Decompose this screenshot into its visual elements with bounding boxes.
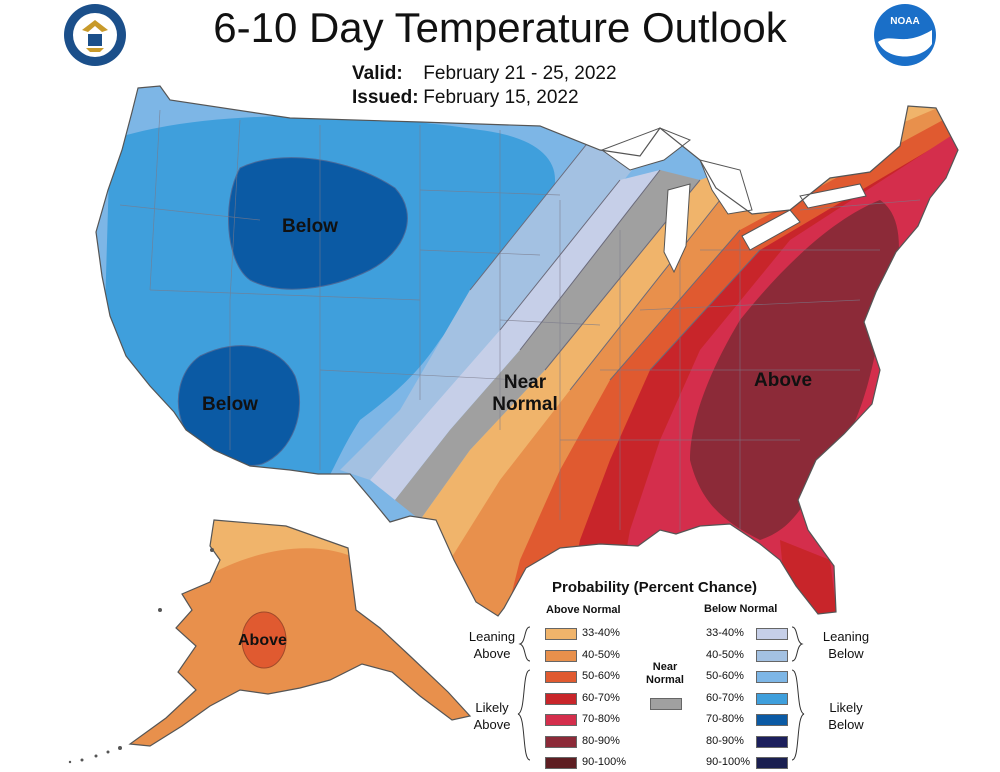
- near-legend-line1: Near: [652, 661, 678, 673]
- legend-near-swatch: [650, 698, 682, 710]
- conus-outline: [95, 85, 959, 617]
- legend-below-swatch: [756, 757, 788, 769]
- legend-above-range: 50-60%: [582, 670, 620, 682]
- date-block: Valid: February 21 - 25, 2022 Issued: Fe…: [352, 62, 617, 110]
- label-near-normal: Near Normal: [480, 372, 570, 416]
- likely-above-line1: Likely: [475, 700, 509, 715]
- legend-above-range: 90-100%: [582, 756, 627, 768]
- legend-below-swatch: [756, 671, 788, 683]
- legend-likely-below: Likely Below: [814, 699, 878, 733]
- legend-below-range: 40-50%: [706, 648, 744, 661]
- legend-above-range: 80-90%: [582, 734, 620, 747]
- valid-label: Valid:: [352, 63, 403, 84]
- aleutian-islands: [68, 548, 214, 764]
- likely-below-line2: Below: [828, 717, 864, 732]
- legend-below-swatch: [756, 692, 788, 705]
- alaska-outline: [128, 519, 472, 747]
- legend-below-swatch: [756, 649, 788, 662]
- legend-above-swatch: [545, 714, 577, 726]
- likely-below-line1: Likely: [829, 700, 863, 715]
- legend-below-swatch: [756, 628, 788, 640]
- conus-outlook: [96, 86, 958, 616]
- legend-below-range: 90-100%: [706, 756, 751, 768]
- legend-above-header: Above Normal: [546, 604, 621, 616]
- legend-below-range: 70-80%: [706, 713, 744, 725]
- page-title: 6-10 Day Temperature Outlook: [213, 4, 787, 51]
- legend-above-range: 40-50%: [582, 648, 620, 661]
- near-normal-line1: Near: [503, 372, 547, 393]
- legend-above-range: 33-40%: [582, 627, 620, 639]
- legend-below-swatch: [756, 735, 788, 748]
- valid-dates: February 21 - 25, 2022: [423, 63, 617, 84]
- legend-likely-above: Likely Above: [462, 699, 522, 733]
- legend-title: Probability (Percent Chance): [552, 579, 758, 596]
- leaning-below-line1: Leaning: [822, 629, 870, 644]
- great-lakes: [600, 127, 867, 274]
- issued-date: February 15, 2022: [423, 87, 579, 108]
- issued-label: Issued:: [352, 87, 419, 108]
- legend-near-normal: Near Normal: [640, 661, 690, 687]
- issued-row: Issued: February 15, 2022: [352, 86, 617, 110]
- legend-below-range: 60-70%: [706, 691, 744, 704]
- legend-above-swatch: [545, 735, 577, 748]
- valid-row: Valid: February 21 - 25, 2022: [352, 62, 617, 86]
- legend-above-range: 60-70%: [582, 691, 620, 704]
- doc-seal-logo: [64, 4, 126, 66]
- legend-below-range: 33-40%: [706, 627, 744, 639]
- legend-below-range: 80-90%: [706, 734, 744, 747]
- leaning-below-line2: Below: [828, 646, 864, 661]
- legend-below-swatch: [756, 714, 788, 726]
- legend-above-swatch: [545, 628, 577, 640]
- noaa-logo-text: NOAA: [890, 16, 919, 27]
- legend-below-range: 50-60%: [706, 670, 744, 682]
- label-above-alaska: Above: [238, 632, 287, 649]
- legend-leaning-above: Leaning Above: [462, 628, 522, 662]
- legend-above-swatch: [545, 649, 577, 662]
- label-below-north: Below: [282, 216, 338, 237]
- legend-leaning-below: Leaning Below: [814, 628, 878, 662]
- legend-above-swatch: [545, 757, 577, 769]
- leaning-above-line1: Leaning: [468, 629, 516, 644]
- alaska-outlook: [130, 520, 470, 746]
- legend-above-swatch: [545, 692, 577, 705]
- near-normal-line2: Normal: [492, 394, 558, 415]
- label-below-south: Below: [202, 394, 258, 415]
- noaa-logo: NOAA: [874, 4, 936, 66]
- legend-above-range: 70-80%: [582, 713, 620, 725]
- legend-below-header: Below Normal: [704, 603, 778, 615]
- leaning-above-line2: Above: [473, 646, 511, 661]
- likely-above-line2: Above: [473, 717, 511, 732]
- legend-above-swatch: [545, 671, 577, 683]
- near-legend-line2: Normal: [646, 674, 684, 686]
- label-above-east: Above: [754, 370, 813, 391]
